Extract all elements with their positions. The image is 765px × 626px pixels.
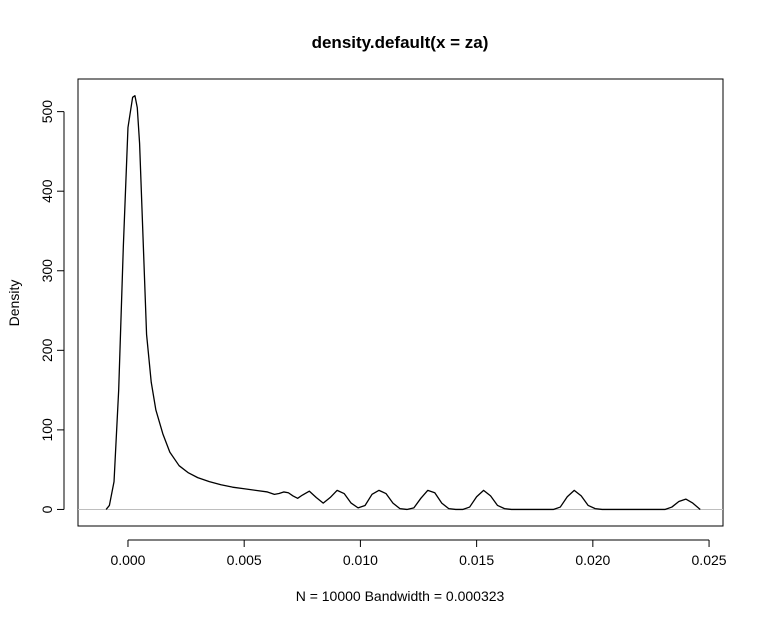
x-axis: 0.000 0.005 0.010 0.015 0.020 0.025: [110, 539, 727, 568]
chart-title: density.default(x = za): [312, 33, 489, 52]
y-tick-label: 500: [39, 100, 55, 124]
y-tick-label: 0: [39, 505, 55, 513]
y-tick-label: 300: [39, 259, 55, 283]
y-tick-label: 200: [39, 338, 55, 362]
density-curve: [105, 95, 701, 511]
plot-box: [77, 78, 724, 527]
x-tick-label: 0.010: [343, 552, 378, 568]
y-axis-label: Density: [6, 280, 22, 327]
x-tick-label: 0.000: [110, 552, 145, 568]
x-tick-label: 0.020: [575, 552, 610, 568]
y-axis: 0 100 200 300 400 500: [39, 100, 65, 513]
x-axis-label: N = 10000 Bandwidth = 0.000323: [296, 588, 505, 604]
x-tick-label: 0.005: [227, 552, 262, 568]
y-tick-label: 100: [39, 418, 55, 442]
y-tick-label: 400: [39, 179, 55, 203]
x-tick-label: 0.025: [692, 552, 727, 568]
x-tick-label: 0.015: [459, 552, 494, 568]
